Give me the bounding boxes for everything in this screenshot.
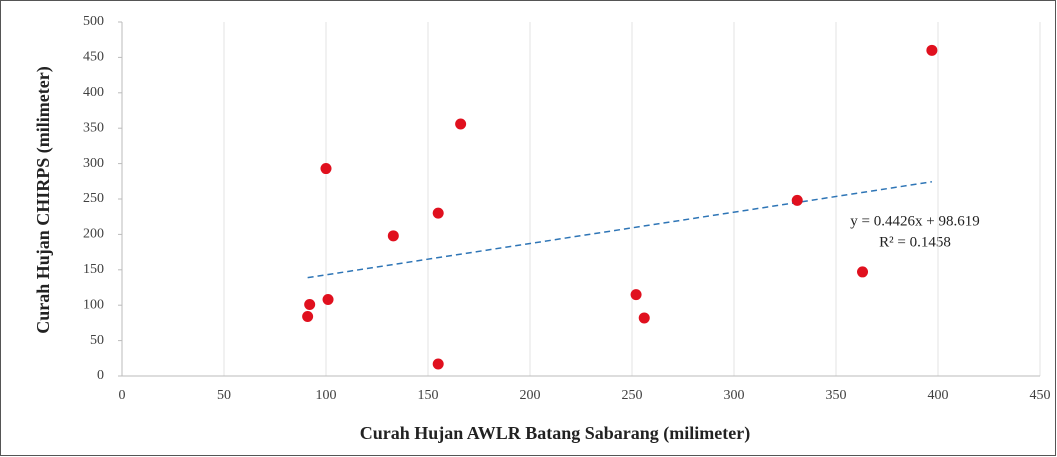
point — [304, 298, 316, 310]
point — [320, 163, 332, 175]
x-tick-label: 300 — [724, 388, 745, 403]
y-axis-title: Curah Hujan CHIRPS (milimeter) — [33, 66, 54, 333]
x-tick-label: 150 — [418, 388, 439, 403]
x-tick-label: 200 — [520, 388, 541, 403]
point — [455, 118, 467, 130]
x-tick-label: 450 — [1030, 388, 1051, 403]
x-tick-label: 0 — [119, 388, 126, 403]
y-tick-label: 50 — [90, 333, 104, 348]
point — [630, 289, 642, 301]
y-tick-label: 400 — [83, 85, 104, 100]
point — [322, 294, 334, 306]
point — [857, 266, 869, 278]
y-tick-label: 150 — [83, 262, 104, 277]
point — [432, 358, 444, 370]
y-tick-label: 200 — [83, 227, 104, 242]
y-tick-label: 250 — [83, 191, 104, 206]
y-tick-label: 0 — [97, 368, 104, 383]
point — [926, 44, 938, 56]
y-tick-label: 500 — [83, 14, 104, 29]
y-tick-label: 100 — [83, 297, 104, 312]
point — [302, 311, 314, 323]
point — [638, 312, 650, 324]
x-tick-label: 50 — [217, 388, 231, 403]
x-tick-label: 350 — [826, 388, 847, 403]
r-squared: R² = 0.1458 — [879, 234, 951, 250]
point — [387, 230, 399, 242]
x-tick-label: 400 — [928, 388, 949, 403]
point — [432, 207, 444, 219]
y-tick-label: 350 — [83, 120, 104, 135]
trendline — [307, 181, 932, 279]
point — [791, 194, 803, 206]
x-tick-label: 100 — [316, 388, 337, 403]
equation: y = 0.4426x + 98.619 — [850, 213, 979, 229]
x-tick-label: 250 — [622, 388, 643, 403]
x-axis-title: Curah Hujan AWLR Batang Sabarang (milime… — [360, 423, 751, 444]
y-tick-label: 450 — [83, 50, 104, 65]
y-tick-label: 300 — [83, 156, 104, 171]
